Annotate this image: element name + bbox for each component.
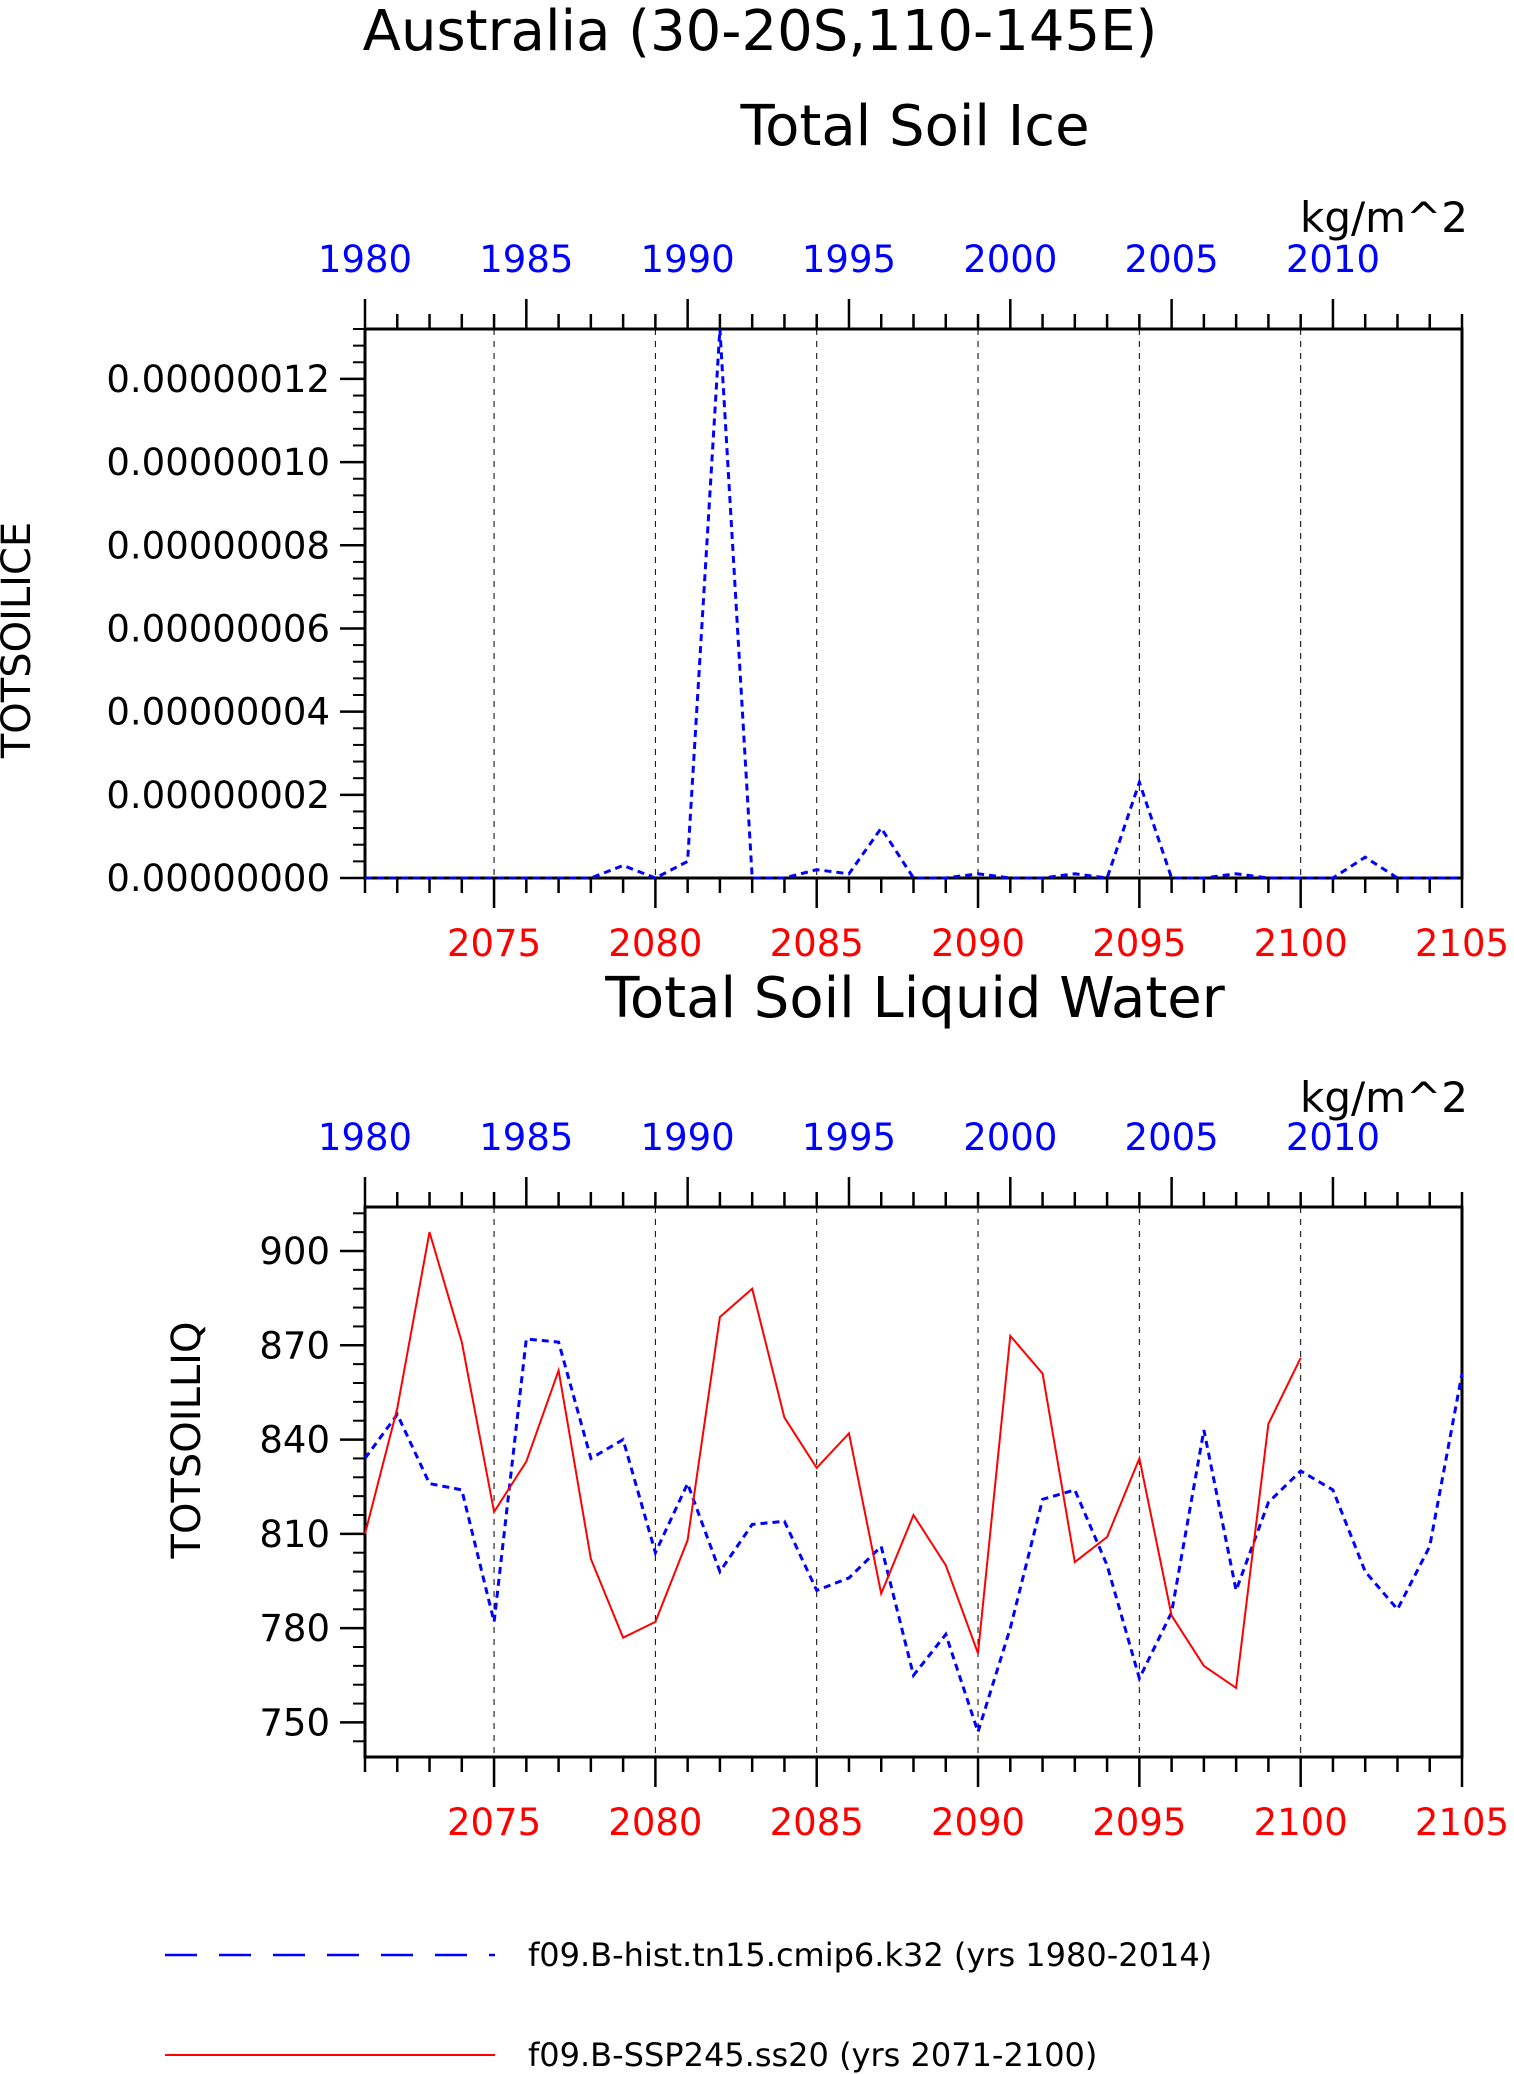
y-tick-label-soil-ice-0.00000008: 0.00000008 — [106, 524, 330, 567]
top-tick-label-soil-liquid-water-1990: 1990 — [641, 1116, 735, 1159]
top-tick-label-soil-liquid-water-1995: 1995 — [802, 1116, 896, 1159]
bottom-tick-label-soil-liquid-water-2100: 2100 — [1254, 1801, 1348, 1844]
y-tick-label-soil-ice-0.00000004: 0.00000004 — [106, 691, 330, 734]
bottom-tick-label-soil-liquid-water-2085: 2085 — [770, 1801, 864, 1844]
y-tick-label-soil-ice-0.00000000: 0.00000000 — [106, 857, 330, 900]
y-tick-label-soil-ice-0.00000010: 0.00000010 — [106, 441, 330, 484]
units-label-soil-liquid-water: kg/m^2 — [1300, 1073, 1468, 1122]
y-tick-label-soil-liquid-water-870: 870 — [259, 1324, 330, 1367]
top-tick-label-soil-ice-2000: 2000 — [963, 238, 1057, 281]
bottom-tick-label-soil-ice-2100: 2100 — [1254, 922, 1348, 965]
y-tick-label-soil-ice-0.00000006: 0.00000006 — [106, 607, 330, 650]
bottom-tick-label-soil-ice-2105: 2105 — [1415, 922, 1509, 965]
top-tick-label-soil-liquid-water-2010: 2010 — [1286, 1116, 1380, 1159]
bottom-tick-label-soil-liquid-water-2095: 2095 — [1092, 1801, 1186, 1844]
y-tick-label-soil-ice-0.00000002: 0.00000002 — [106, 774, 330, 817]
series-line-soil-ice-hist — [365, 328, 1462, 880]
y-tick-label-soil-liquid-water-840: 840 — [259, 1419, 330, 1462]
y-axis-label-soil-ice: TOTSOILICE — [0, 522, 40, 759]
figure-title: Australia (30-20S,110-145E) — [363, 0, 1158, 64]
bottom-tick-label-soil-liquid-water-2105: 2105 — [1415, 1801, 1509, 1844]
panel-total-soil-ice: Total Soil Ice kg/m^2 TOTSOILICE 1980 198… — [0, 94, 1509, 965]
top-tick-label-soil-ice-2010: 2010 — [1286, 238, 1380, 281]
top-tick-label-soil-ice-1980: 1980 — [318, 238, 412, 281]
legend-label-ssp: f09.B-SSP245.ss20 (yrs 2071-2100) — [528, 2036, 1097, 2074]
panel-title-soil-liquid-water: Total Soil Liquid Water — [604, 966, 1226, 1031]
legend-label-hist: f09.B-hist.tn15.cmip6.k32 (yrs 1980-2014… — [528, 1936, 1212, 1974]
series-line-soil-liquid-water-ssp245 — [364, 1231, 1302, 1690]
bottom-tick-label-soil-liquid-water-2080: 2080 — [608, 1801, 702, 1844]
bottom-tick-label-soil-liquid-water-2075: 2075 — [447, 1801, 541, 1844]
bottom-tick-label-soil-ice-2085: 2085 — [770, 922, 864, 965]
top-tick-label-soil-ice-1995: 1995 — [802, 238, 896, 281]
bottom-tick-label-soil-ice-2080: 2080 — [608, 922, 702, 965]
top-tick-label-soil-ice-2005: 2005 — [1125, 238, 1219, 281]
top-tick-label-soil-liquid-water-1980: 1980 — [318, 1116, 412, 1159]
top-tick-label-soil-ice-1985: 1985 — [479, 238, 573, 281]
y-tick-label-soil-liquid-water-900: 900 — [259, 1230, 330, 1273]
top-tick-label-soil-liquid-water-1985: 1985 — [479, 1116, 573, 1159]
bottom-tick-label-soil-ice-2075: 2075 — [447, 922, 541, 965]
plot-frame-soil-ice — [363, 327, 1464, 880]
series-line-soil-liquid-water-hist — [363, 1337, 1464, 1737]
panel-total-soil-liquid-water: Total Soil Liquid Water kg/m^2 TOTSOILLI… — [164, 966, 1509, 1844]
bottom-tick-label-soil-ice-2090: 2090 — [931, 922, 1025, 965]
top-tick-label-soil-liquid-water-2005: 2005 — [1125, 1116, 1219, 1159]
legend: f09.B-hist.tn15.cmip6.k32 (yrs 1980-2014… — [165, 1936, 1212, 2074]
top-tick-label-soil-ice-1990: 1990 — [641, 238, 735, 281]
bottom-tick-label-soil-ice-2095: 2095 — [1092, 922, 1186, 965]
panel-title-soil-ice: Total Soil Ice — [739, 94, 1089, 159]
y-tick-label-soil-liquid-water-750: 750 — [259, 1701, 330, 1744]
y-tick-label-soil-liquid-water-810: 810 — [259, 1513, 330, 1556]
y-tick-label-soil-liquid-water-780: 780 — [259, 1607, 330, 1650]
y-tick-label-soil-ice-0.00000012: 0.00000012 — [106, 358, 330, 401]
bottom-tick-label-soil-liquid-water-2090: 2090 — [931, 1801, 1025, 1844]
units-label-soil-ice: kg/m^2 — [1300, 193, 1468, 242]
top-tick-label-soil-liquid-water-2000: 2000 — [963, 1116, 1057, 1159]
y-axis-label-soil-liquid-water: TOTSOILLIQ — [164, 1322, 210, 1560]
